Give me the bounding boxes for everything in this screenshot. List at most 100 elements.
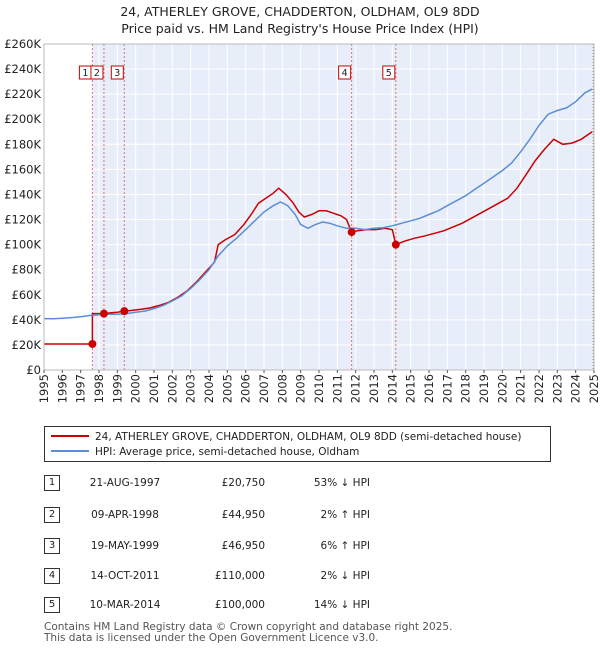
- transaction-point: [347, 228, 356, 237]
- transaction-box: [110, 65, 124, 80]
- shaded-span: [395, 44, 594, 370]
- row-hpi: 2% ↓ HPI: [320, 570, 370, 582]
- legend-swatch-hpi: [51, 450, 89, 452]
- row-date: 09-APR-1998: [91, 509, 159, 521]
- x-tick-label: 2022: [532, 374, 546, 403]
- x-tick-label: 2023: [550, 374, 564, 403]
- x-tick-label: 2013: [367, 374, 381, 403]
- shaded-span: [103, 44, 125, 370]
- y-tick-label: £180K: [4, 137, 41, 151]
- row-number: 2: [44, 507, 60, 523]
- x-tick-label: 2024: [569, 374, 583, 403]
- row-price: £20,750: [221, 477, 265, 489]
- transaction-box-label: 2: [94, 68, 100, 79]
- x-tick-label: 1996: [55, 374, 69, 403]
- shaded-span: [92, 44, 104, 370]
- x-tick-label: 2012: [349, 374, 363, 403]
- x-tick-label: 1995: [37, 374, 51, 403]
- x-tick-label: 2016: [422, 374, 436, 403]
- price-paid-line: [44, 131, 593, 345]
- row-price: £44,950: [221, 509, 265, 521]
- x-tick-label: 2009: [294, 374, 308, 403]
- row-hpi: 14% ↓ HPI: [313, 599, 370, 611]
- legend-label-hpi: HPI: Average price, semi-detached house,…: [95, 446, 360, 458]
- x-tick-label: 2020: [495, 374, 509, 403]
- x-tick-label: 2006: [239, 374, 253, 403]
- y-tick-label: £60K: [12, 288, 42, 302]
- x-tick-label: 2017: [440, 374, 454, 403]
- y-tick-label: £240K: [4, 62, 41, 76]
- row-date: 19-MAY-1999: [90, 540, 160, 552]
- x-tick-label: 2007: [257, 374, 271, 403]
- row-date: 10-MAR-2014: [89, 599, 161, 611]
- row-date: 21-AUG-1997: [89, 477, 161, 489]
- transaction-box-label: 3: [114, 68, 120, 79]
- legend-swatch-price: [51, 435, 89, 437]
- legend-item-price: 24, ATHERLEY GROVE, CHADDERTON, OLDHAM, …: [51, 430, 521, 444]
- x-tick-label: 2019: [477, 374, 491, 403]
- y-tick-label: £200K: [4, 112, 41, 126]
- x-tick-label: 2018: [459, 374, 473, 403]
- x-tick-label: 2008: [275, 374, 289, 403]
- table-row: 1 21-AUG-1997 £20,750 53% ↓ HPI: [0, 475, 600, 493]
- hpi-line: [44, 88, 593, 320]
- row-hpi: 2% ↑ HPI: [320, 509, 370, 521]
- y-tick-label: £100K: [4, 238, 41, 252]
- footer-copyright: Contains HM Land Registry data © Crown c…: [44, 621, 453, 633]
- row-price: £110,000: [214, 570, 265, 582]
- x-tick-label: 2014: [385, 374, 399, 403]
- x-tick-label: 2004: [202, 374, 216, 403]
- transaction-point: [99, 309, 108, 318]
- transaction-point: [88, 339, 97, 348]
- chart-subtitle: Price paid vs. HM Land Registry's House …: [121, 21, 479, 36]
- y-tick-label: £40K: [12, 313, 42, 327]
- chart-title: 24, ATHERLEY GROVE, CHADDERTON, OLDHAM, …: [120, 4, 480, 19]
- x-tick-label: 1998: [92, 374, 106, 403]
- row-number: 5: [44, 597, 60, 613]
- footer-licence: This data is licensed under the Open Gov…: [44, 632, 379, 644]
- price-chart: 1 2 3 4 5 £0 £20K £40K £60K £80K £100K £120K £140K £1…: [4, 37, 600, 403]
- x-tick-label: 2003: [184, 374, 198, 403]
- x-tick-label: 2002: [165, 374, 179, 403]
- x-tick-label: 1997: [74, 374, 88, 403]
- row-hpi: 53% ↓ HPI: [313, 477, 370, 489]
- table-row: 3 19-MAY-1999 £46,950 6% ↑ HPI: [0, 538, 600, 556]
- transaction-box-label: 1: [82, 68, 88, 79]
- row-number: 4: [44, 568, 60, 584]
- transaction-box-label: 5: [386, 68, 392, 79]
- legend-label-price: 24, ATHERLEY GROVE, CHADDERTON, OLDHAM, …: [95, 431, 522, 443]
- x-tick-label: 1999: [110, 374, 124, 403]
- y-tick-label: £120K: [4, 213, 41, 227]
- transaction-box-label: 4: [342, 68, 348, 79]
- x-tick-label: 2015: [404, 374, 418, 403]
- transaction-box: [90, 65, 104, 80]
- transaction-box: [338, 65, 352, 80]
- y-tick-label: £140K: [4, 187, 41, 201]
- y-tick-label: £220K: [4, 87, 41, 101]
- transaction-point: [120, 307, 129, 316]
- x-tick-label: 2005: [220, 374, 234, 403]
- row-price: £46,950: [221, 540, 265, 552]
- y-tick-label: £0: [26, 363, 41, 377]
- transaction-point: [391, 240, 400, 249]
- row-hpi: 6% ↑ HPI: [320, 540, 370, 552]
- chart-legend: 24, ATHERLEY GROVE, CHADDERTON, OLDHAM, …: [44, 426, 551, 462]
- x-tick-label: 2011: [330, 374, 344, 403]
- table-row: 5 10-MAR-2014 £100,000 14% ↓ HPI: [0, 597, 600, 615]
- x-tick-label: 2021: [514, 374, 528, 403]
- row-price: £100,000: [214, 599, 265, 611]
- y-tick-label: £80K: [12, 263, 42, 277]
- table-row: 2 09-APR-1998 £44,950 2% ↑ HPI: [0, 507, 600, 525]
- y-tick-label: £160K: [4, 162, 41, 176]
- y-tick-label: £260K: [4, 37, 41, 51]
- row-number: 1: [44, 475, 60, 491]
- x-tick-label: 2010: [312, 374, 326, 403]
- shaded-span: [124, 44, 352, 370]
- transaction-box: [382, 65, 396, 80]
- x-tick-label: 2001: [147, 374, 161, 403]
- table-row: 4 14-OCT-2011 £110,000 2% ↓ HPI: [0, 568, 600, 586]
- row-number: 3: [44, 538, 60, 554]
- legend-item-hpi: HPI: Average price, semi-detached house,…: [51, 445, 359, 459]
- x-tick-label: 2000: [129, 374, 143, 403]
- x-tick-label: 2025: [587, 374, 600, 403]
